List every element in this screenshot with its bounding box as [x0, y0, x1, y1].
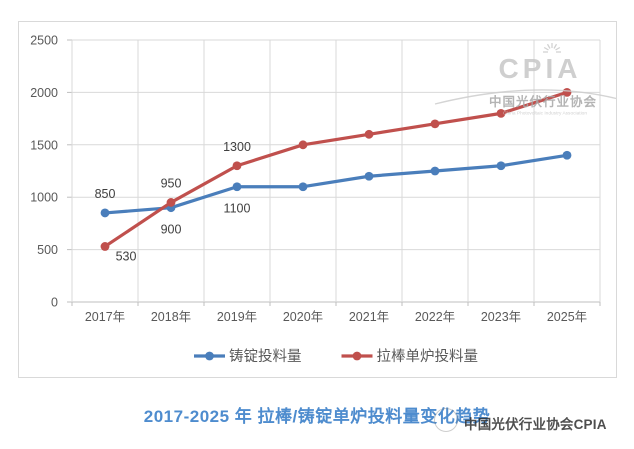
chart-panel: 0 500 1000 1500 2000 2500 2017年 2018年 2019年 2020年… — [18, 21, 623, 378]
y-axis-label: 500 — [37, 243, 58, 257]
series-line-1 — [103, 90, 569, 249]
y-axis-label: 2000 — [30, 86, 58, 100]
point-label: 950 — [161, 176, 182, 190]
x-axis-label: 2017年 — [85, 310, 125, 324]
x-axis-label: 2022年 — [415, 310, 455, 324]
y-axis-label: 1500 — [30, 138, 58, 152]
x-axis-label: 2019年 — [217, 310, 257, 324]
data-point — [298, 182, 308, 192]
sun-icon — [543, 43, 561, 53]
x-axis-label: 2023年 — [481, 310, 521, 324]
data-point — [166, 198, 176, 207]
data-point — [100, 208, 110, 218]
x-axis-label: 2018年 — [151, 310, 191, 324]
series-line-0 — [103, 153, 569, 215]
x-axis-label: 2021年 — [349, 310, 389, 324]
chart-caption: 2017-2025 年 拉棒/铸锭单炉投料量变化趋势 — [143, 407, 491, 426]
y-axis-label: 0 — [51, 296, 58, 310]
data-point — [496, 161, 506, 171]
point-label: 1300 — [223, 140, 251, 154]
x-axis-label: 2025年 — [547, 310, 587, 324]
watermark-ring — [434, 408, 458, 432]
point-label: 530 — [116, 249, 137, 263]
legend-label-0: 铸锭投料量 — [229, 348, 302, 365]
data-point — [298, 140, 308, 150]
data-point — [364, 129, 374, 139]
point-label: 900 — [161, 223, 182, 237]
data-point — [496, 108, 506, 118]
legend-label-1: 拉棒单炉投料量 — [377, 348, 479, 365]
data-point — [562, 150, 572, 160]
data-point — [430, 119, 440, 129]
point-label: 850 — [95, 187, 116, 201]
watermark-arc — [434, 89, 623, 105]
watermark-logo-en: China Photovoltaic Industry Association — [503, 111, 587, 117]
y-axis-label: 1000 — [30, 191, 58, 205]
data-point — [232, 161, 242, 171]
y-axis-label: 2500 — [30, 34, 58, 48]
x-axis-label: 2020年 — [283, 310, 323, 324]
bottom-watermark-text: 中国光伏行业协会CPIA — [464, 417, 607, 432]
data-point — [232, 182, 242, 192]
data-point — [364, 171, 374, 181]
watermark-logo-cn: 中国光伏行业协会 — [489, 94, 597, 109]
watermark-logo-text: CPIA — [499, 53, 582, 84]
legend-marker-0 — [205, 351, 214, 361]
line-chart: 0 500 1000 1500 2000 2500 2017年 2018年 2019年 2020年… — [30, 34, 623, 365]
point-label: 1100 — [224, 202, 251, 216]
plot-area: 0 500 1000 1500 2000 2500 2017年 2018年 2019年 2020年… — [30, 34, 601, 365]
cpia-logo-watermark: CPIA 中国光伏行业协会 China Photovoltaic Industr… — [434, 43, 623, 117]
data-point — [430, 166, 440, 176]
legend-marker-1 — [352, 351, 362, 361]
data-point — [100, 242, 110, 251]
